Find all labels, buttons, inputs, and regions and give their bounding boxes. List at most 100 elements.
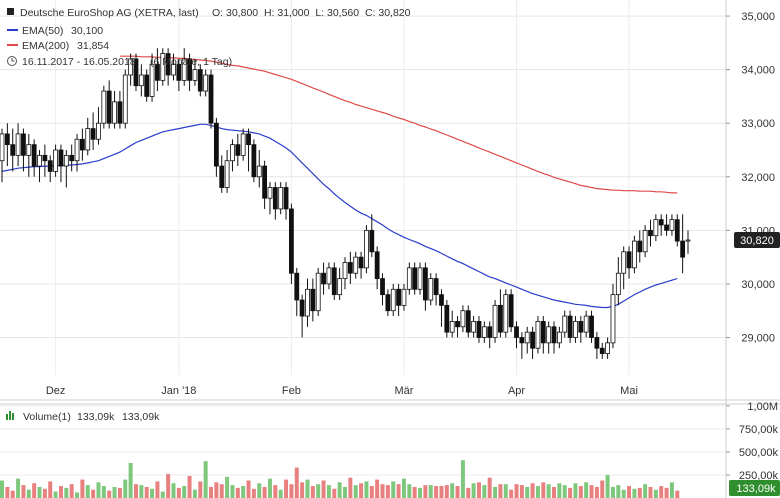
candle bbox=[514, 321, 519, 349]
candle bbox=[573, 316, 578, 343]
time-tick-label: Mär bbox=[394, 385, 413, 397]
candle bbox=[567, 310, 573, 343]
candle bbox=[492, 300, 498, 343]
candle bbox=[197, 64, 203, 97]
candle bbox=[128, 53, 134, 86]
volume-tick-label: 1,00M bbox=[747, 401, 778, 413]
volume-bar bbox=[541, 482, 546, 498]
volume-bar bbox=[300, 482, 305, 498]
volume-bar bbox=[262, 486, 267, 498]
candle bbox=[551, 321, 557, 354]
candle bbox=[10, 128, 16, 172]
candle bbox=[637, 230, 643, 263]
candle bbox=[235, 133, 241, 167]
volume-bar bbox=[289, 484, 294, 498]
volume-bar bbox=[16, 478, 21, 498]
candle bbox=[58, 144, 64, 183]
volume-tick-label: 250,00k bbox=[739, 470, 779, 482]
volume-bar bbox=[69, 484, 74, 498]
candle bbox=[401, 283, 407, 311]
candle bbox=[428, 273, 434, 306]
candle bbox=[21, 128, 26, 172]
volume-axis: 1,00M 750,00k 500,00k 250,00k bbox=[726, 401, 778, 482]
volume-bar bbox=[476, 482, 481, 498]
volume-bar bbox=[584, 482, 589, 498]
volume-bar bbox=[225, 476, 230, 498]
volume-bar bbox=[482, 485, 487, 498]
ema200-series bbox=[119, 55, 678, 194]
volume-tick-label: 500,00k bbox=[739, 447, 779, 459]
volume-bar bbox=[455, 486, 460, 498]
time-tick-label: Feb bbox=[282, 385, 301, 397]
volume-bar bbox=[627, 486, 632, 498]
ema200-label: EMA(200) bbox=[22, 40, 69, 52]
volume-bar bbox=[375, 479, 380, 498]
candle bbox=[519, 332, 525, 359]
candle bbox=[37, 150, 42, 183]
price-tick-label: 35,000 bbox=[741, 11, 775, 23]
candle bbox=[176, 58, 182, 92]
price-tick-label: 32,000 bbox=[741, 172, 775, 184]
candle bbox=[63, 150, 69, 188]
last-volume-badge: 133,09k bbox=[729, 480, 780, 496]
instrument-name: Deutsche EuroShop AG (XETRA, last) bbox=[20, 7, 199, 19]
volume-bar bbox=[166, 474, 171, 498]
candle bbox=[680, 214, 686, 274]
volume-bar bbox=[155, 481, 160, 498]
volume-bar bbox=[589, 485, 594, 498]
volume-bar bbox=[514, 484, 519, 498]
candle bbox=[471, 316, 477, 338]
volume-bar bbox=[369, 486, 374, 498]
volume-bar bbox=[546, 484, 551, 498]
volume-bar bbox=[353, 485, 358, 498]
candle bbox=[90, 112, 96, 150]
volume-bar bbox=[219, 484, 224, 498]
candle bbox=[417, 262, 423, 295]
volume-value-1: 133,09k bbox=[77, 411, 115, 423]
candle bbox=[192, 58, 198, 86]
candle bbox=[321, 262, 326, 295]
candle bbox=[267, 182, 273, 215]
volume-bar bbox=[450, 483, 455, 498]
candle bbox=[615, 257, 621, 306]
volume-bar bbox=[664, 487, 669, 498]
volume-bar bbox=[359, 483, 364, 498]
candle bbox=[219, 155, 225, 193]
candle bbox=[396, 283, 401, 317]
volume-bar bbox=[326, 485, 331, 498]
candle bbox=[326, 262, 332, 290]
clock-icon bbox=[7, 56, 17, 66]
candle bbox=[133, 53, 139, 92]
volume-bar bbox=[637, 487, 642, 498]
candle bbox=[208, 69, 214, 129]
volume-bars bbox=[0, 460, 680, 498]
candle bbox=[422, 262, 428, 311]
volume-bar bbox=[669, 482, 674, 498]
volume-bar bbox=[412, 486, 417, 498]
candle bbox=[599, 342, 605, 359]
candle bbox=[406, 262, 412, 295]
volume-bar bbox=[0, 480, 4, 498]
candle bbox=[556, 326, 562, 349]
volume-bar bbox=[150, 488, 155, 498]
date-range: 16.11.2017 - 16.05.2018 bbox=[22, 56, 136, 68]
candle bbox=[26, 133, 32, 177]
candle bbox=[79, 128, 85, 161]
candle bbox=[240, 128, 246, 161]
volume-bar bbox=[439, 486, 444, 498]
volume-bar bbox=[5, 486, 10, 498]
candle bbox=[621, 246, 627, 290]
ema200-value: 31,854 bbox=[77, 40, 109, 52]
volume-bar bbox=[648, 486, 653, 498]
volume-bar bbox=[332, 488, 337, 498]
candle bbox=[433, 273, 439, 306]
volume-bar bbox=[21, 485, 26, 498]
candle bbox=[648, 219, 653, 247]
volume-bar bbox=[187, 475, 192, 498]
candle bbox=[583, 310, 589, 338]
candle bbox=[439, 289, 444, 327]
candle bbox=[85, 117, 91, 156]
candle bbox=[465, 305, 471, 338]
period-label: (6 Monate, 1 Tag) bbox=[150, 56, 232, 68]
